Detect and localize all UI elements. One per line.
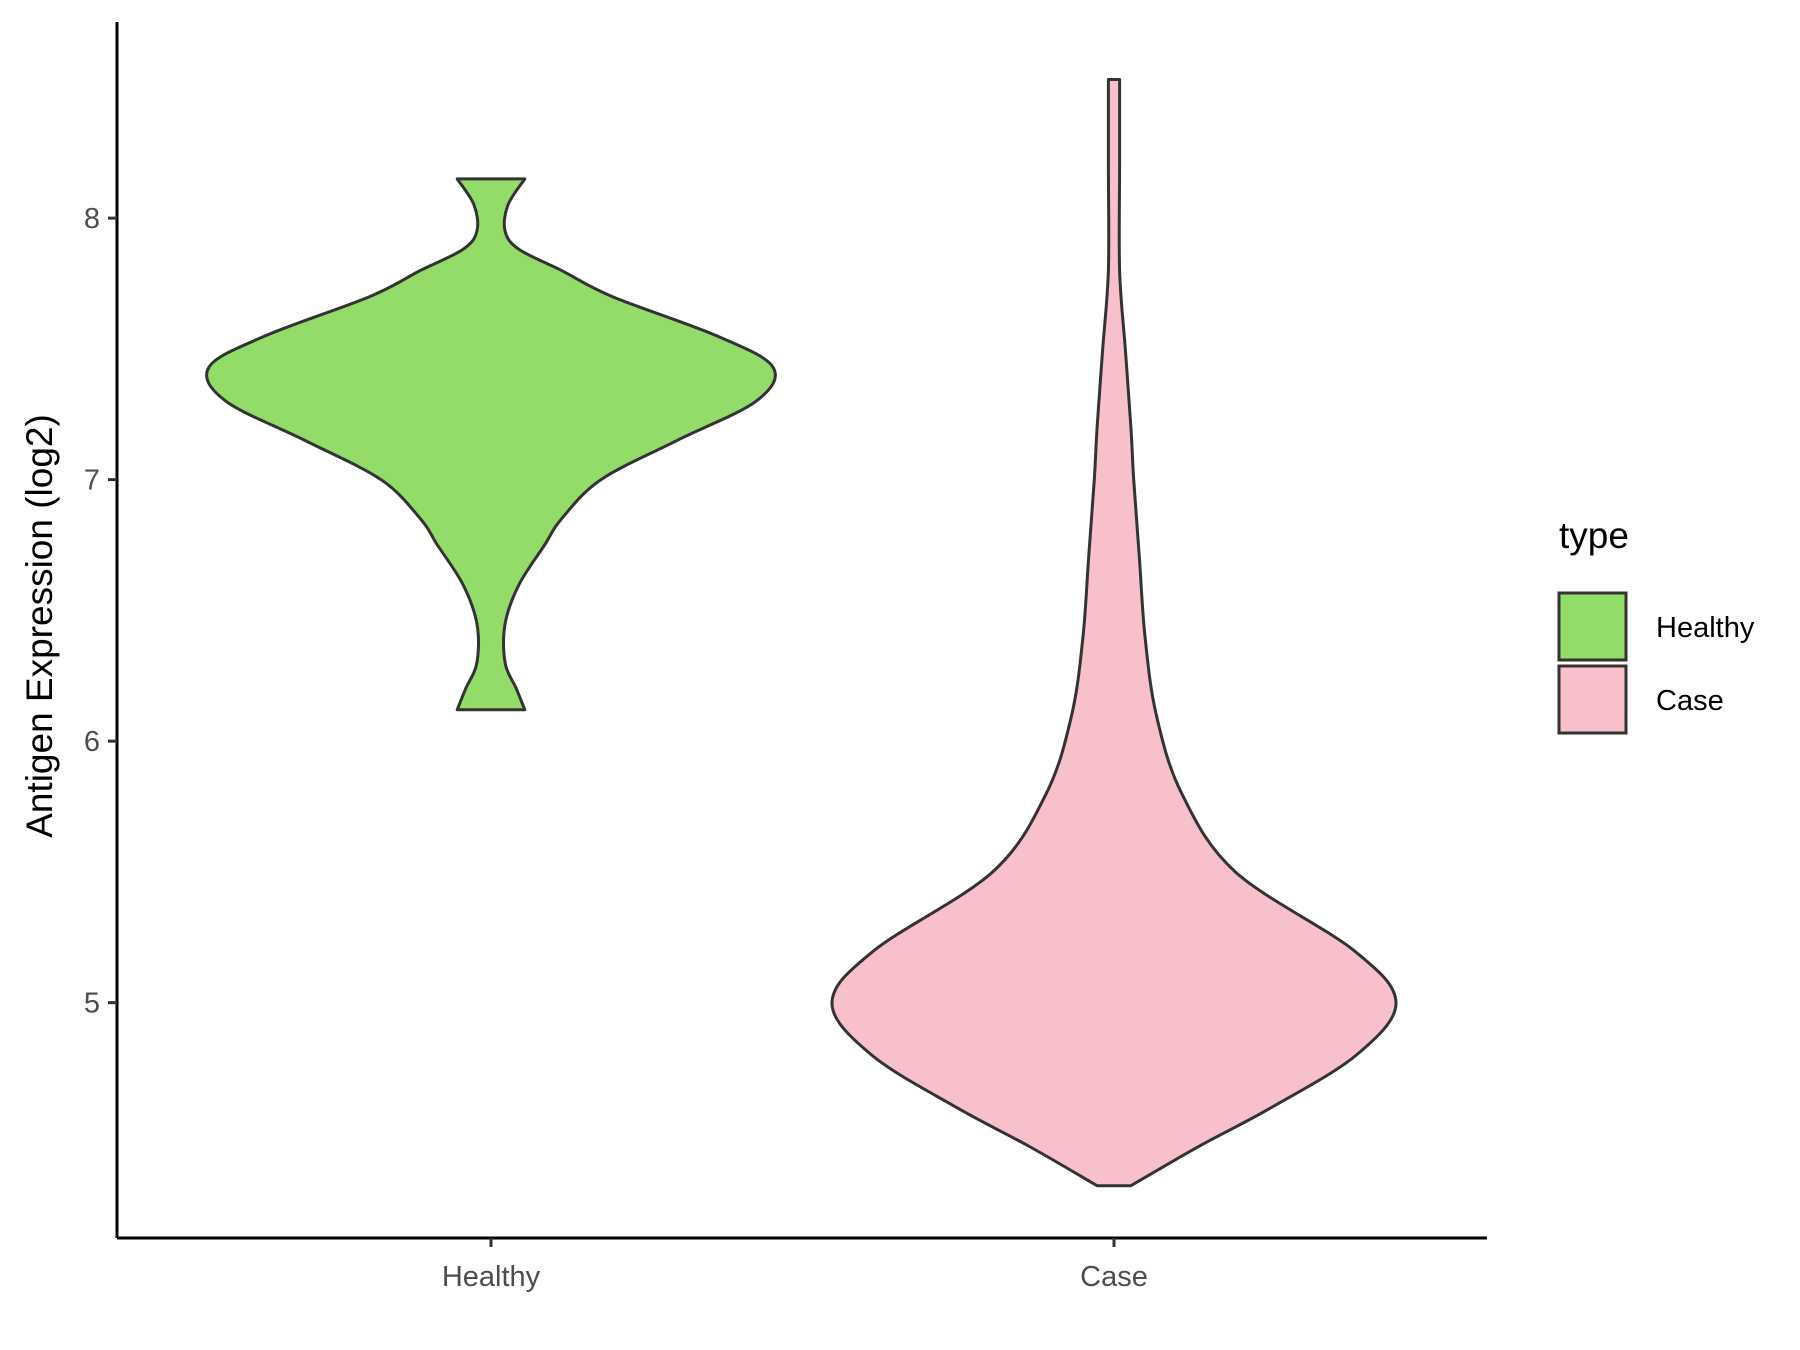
y-axis-title: Antigen Expression (log2)	[19, 414, 60, 838]
legend-label-healthy: Healthy	[1656, 612, 1755, 644]
y-tick-label: 7	[84, 465, 100, 497]
legend-key-healthy	[1557, 591, 1628, 662]
x-tick-label: Case	[1080, 1261, 1148, 1293]
legend-label-case: Case	[1656, 685, 1724, 717]
x-tick-label: Healthy	[442, 1261, 541, 1293]
y-tick-label: 5	[84, 988, 100, 1020]
violins-layer	[205, 78, 1398, 1188]
legend-title: type	[1559, 515, 1629, 556]
legend-key-case	[1557, 664, 1628, 735]
legend: type Healthy Case	[1557, 515, 1755, 735]
axes-layer: 5 6 7 8 Healthy Case	[84, 22, 1487, 1293]
violin-case	[830, 78, 1398, 1188]
violin-healthy	[205, 177, 777, 712]
y-tick-label: 6	[84, 726, 100, 758]
y-tick-label: 8	[84, 203, 100, 235]
